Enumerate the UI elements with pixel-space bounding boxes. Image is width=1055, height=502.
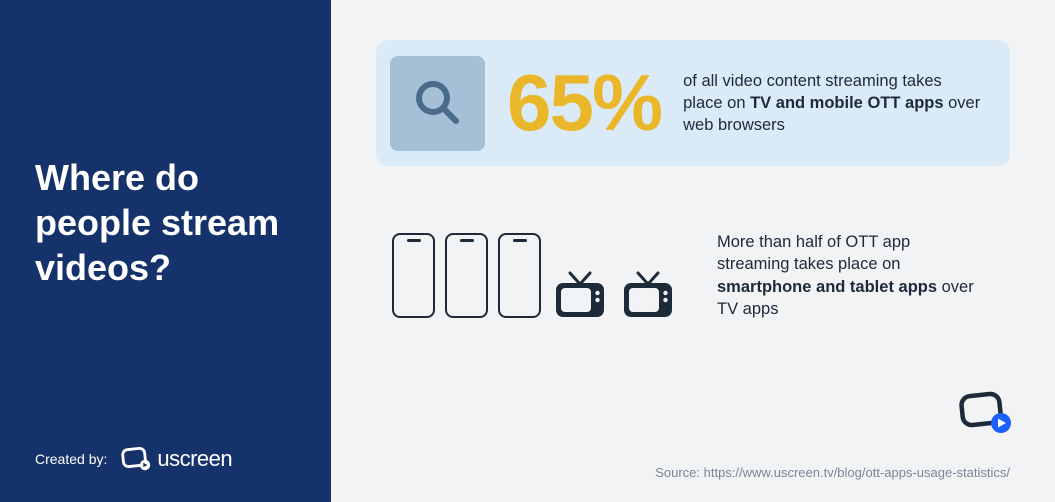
devices-row: More than half of OTT app streaming take… (376, 231, 1010, 320)
row2-desc-bold: smartphone and tablet apps (717, 278, 937, 296)
stat-desc-bold: TV and mobile OTT apps (750, 94, 943, 112)
created-by-row: Created by: uscreen (35, 446, 296, 472)
uscreen-brand-text: uscreen (157, 446, 232, 472)
search-icon-tile (390, 56, 485, 151)
tv-icon (619, 270, 677, 318)
devices-group (392, 233, 677, 318)
uscreen-logo-icon (121, 446, 151, 472)
stat-box: 65% of all video content streaming takes… (376, 40, 1010, 166)
right-panel: 65% of all video content streaming takes… (331, 0, 1055, 502)
phone-icon (445, 233, 488, 318)
uscreen-corner-icon (957, 389, 1013, 440)
uscreen-logo: uscreen (121, 446, 232, 472)
tv-icon (551, 270, 609, 318)
headline: Where do people stream videos? (35, 155, 296, 290)
created-by-label: Created by: (35, 451, 107, 467)
devices-description: More than half of OTT app streaming take… (717, 231, 977, 320)
source-url: https://www.uscreen.tv/blog/ott-apps-usa… (704, 465, 1010, 480)
row2-desc-pre: More than half of OTT app streaming take… (717, 233, 910, 273)
source-label: Source: (655, 465, 703, 480)
magnifying-glass-icon (409, 74, 467, 132)
stat-number: 65% (507, 63, 661, 143)
source-line: Source: https://www.uscreen.tv/blog/ott-… (655, 465, 1010, 480)
phone-icon (392, 233, 435, 318)
phone-icon (498, 233, 541, 318)
stat-description: of all video content streaming takes pla… (683, 70, 982, 137)
left-panel: Where do people stream videos? Created b… (0, 0, 331, 502)
